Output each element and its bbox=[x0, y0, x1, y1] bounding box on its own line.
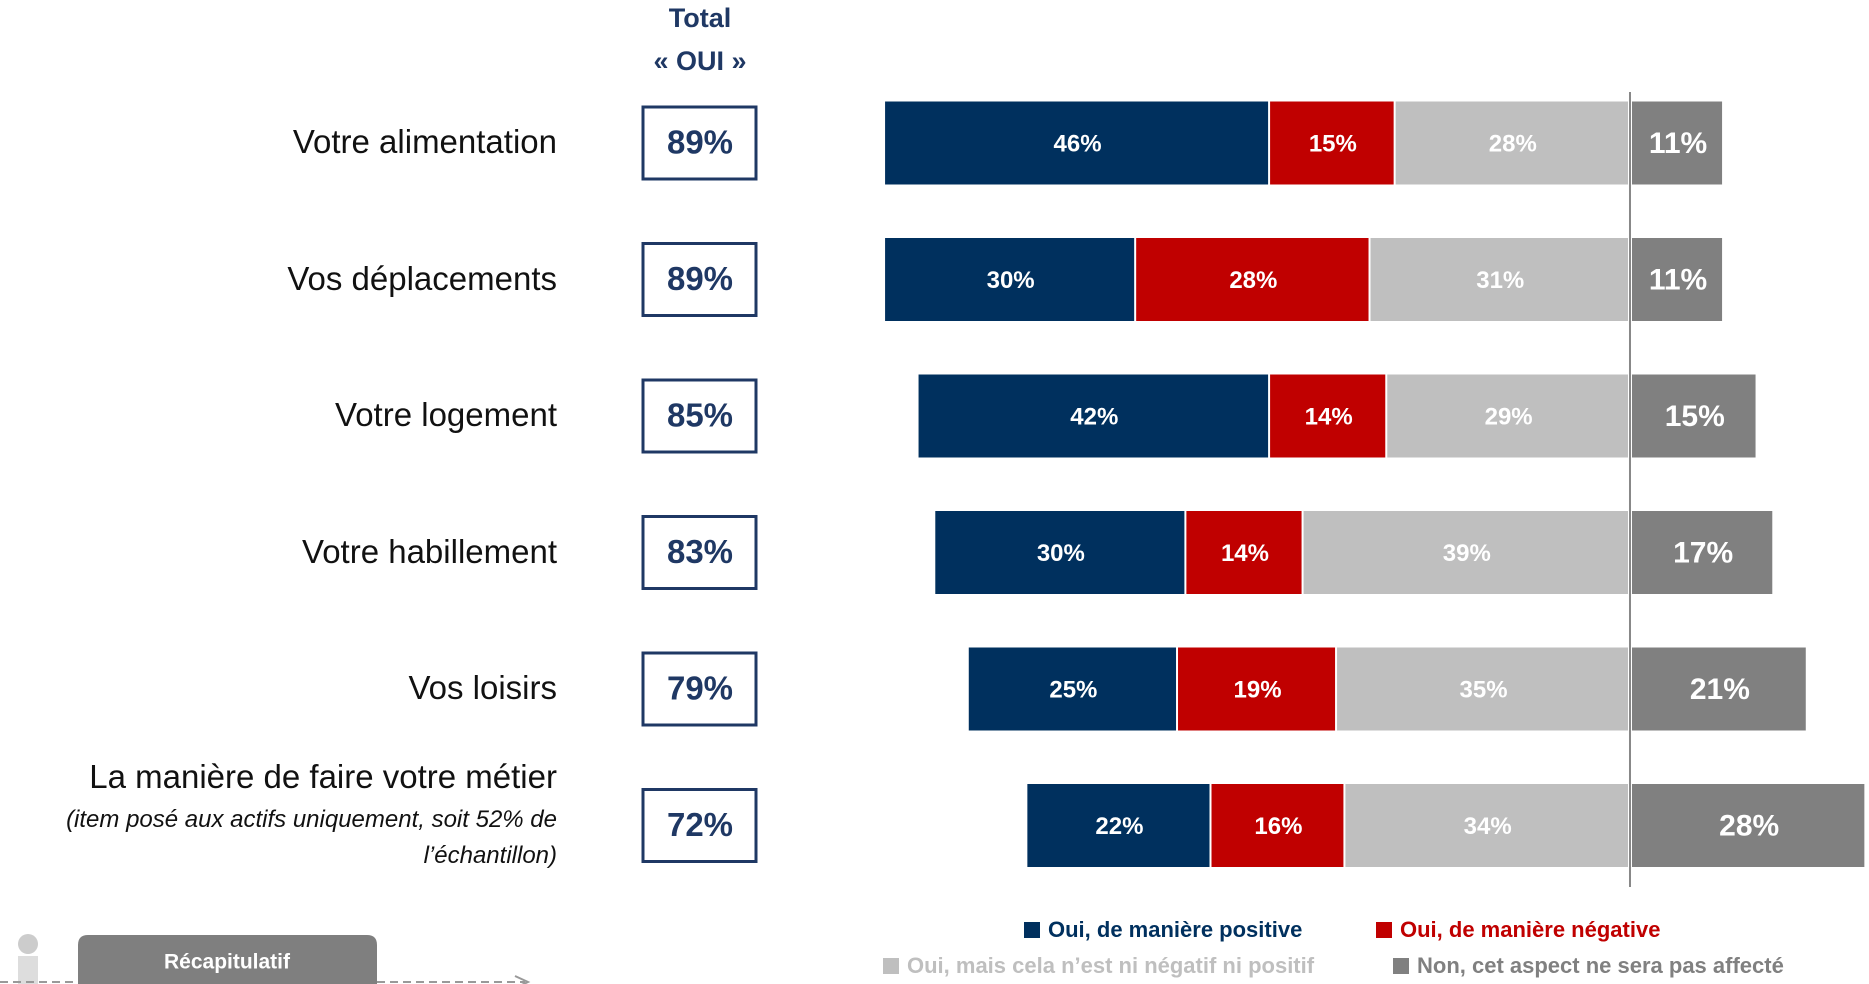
bar-segment bbox=[1303, 511, 1628, 594]
total-label: 89% bbox=[667, 260, 733, 297]
bar-segment bbox=[1345, 784, 1628, 867]
total-box bbox=[641, 651, 758, 727]
category-label: Vos déplacements bbox=[287, 259, 557, 297]
total-box bbox=[641, 242, 758, 317]
total-header: « OUI » bbox=[653, 46, 746, 76]
bar-segment bbox=[1136, 238, 1369, 321]
legend-label: Non, cet aspect ne sera pas affecté bbox=[1417, 953, 1784, 978]
value-label: 11% bbox=[1649, 263, 1707, 296]
button-label[interactable]: Récapitulatif bbox=[164, 951, 291, 974]
value-label: 34% bbox=[1464, 813, 1512, 840]
icon bbox=[18, 934, 38, 954]
legend-swatch bbox=[1393, 958, 1409, 974]
legend-label: Oui, de manière négative bbox=[1400, 917, 1660, 942]
value-label: 29% bbox=[1485, 403, 1533, 430]
bar-segment bbox=[1211, 784, 1344, 867]
category-label: Votre habillement bbox=[302, 532, 557, 570]
bar-segment bbox=[1395, 101, 1628, 185]
value-label: 17% bbox=[1673, 536, 1733, 569]
total-box bbox=[641, 105, 758, 181]
arrow bbox=[514, 975, 531, 984]
bar-segment bbox=[1337, 647, 1628, 731]
bar-segment bbox=[1632, 647, 1806, 731]
bar-segment bbox=[1387, 374, 1628, 458]
value-label: 14% bbox=[1221, 540, 1269, 567]
value-label: 28% bbox=[1489, 130, 1537, 157]
legend-label: Oui, de manière positive bbox=[1048, 917, 1302, 942]
bar-segment bbox=[885, 101, 1269, 185]
value-label: 28% bbox=[1719, 809, 1779, 842]
value-label: 35% bbox=[1460, 676, 1508, 703]
total-label: 89% bbox=[667, 124, 733, 161]
value-label: 28% bbox=[1229, 267, 1277, 294]
value-label: 15% bbox=[1665, 400, 1725, 433]
value-label: 14% bbox=[1305, 403, 1353, 430]
value-label: 11% bbox=[1649, 127, 1707, 160]
bar-segment bbox=[1270, 101, 1394, 185]
category-note: (item posé aux actifs uniquement, soit 5… bbox=[66, 805, 557, 869]
legend-label: Oui, mais cela n’est ni négatif ni posit… bbox=[907, 953, 1315, 978]
bar-segment bbox=[935, 511, 1185, 594]
legend-swatch bbox=[1024, 922, 1040, 938]
value-label: 16% bbox=[1254, 813, 1302, 840]
value-label: 19% bbox=[1234, 676, 1282, 703]
total-header: Total bbox=[669, 3, 732, 33]
total-label: 72% bbox=[667, 806, 733, 843]
total-label: 85% bbox=[667, 397, 733, 434]
value-label: 21% bbox=[1690, 673, 1750, 706]
category-label: Vos loisirs bbox=[408, 669, 557, 706]
button-bg[interactable] bbox=[78, 935, 377, 984]
bar-segment bbox=[1632, 784, 1865, 867]
total-label: 83% bbox=[667, 533, 733, 570]
bar-segment bbox=[1270, 374, 1386, 458]
bar-segment bbox=[1027, 784, 1210, 867]
value-label: 22% bbox=[1095, 813, 1143, 840]
value-label: 30% bbox=[987, 267, 1035, 294]
value-label: 25% bbox=[1049, 676, 1097, 703]
value-label: 46% bbox=[1054, 130, 1102, 157]
icon bbox=[18, 956, 38, 984]
bar-segment bbox=[1370, 238, 1628, 321]
bar-segment bbox=[885, 238, 1135, 321]
value-label: 31% bbox=[1476, 267, 1524, 294]
value-label: 30% bbox=[1037, 540, 1085, 567]
value-label: 42% bbox=[1070, 403, 1118, 430]
bar-segment bbox=[968, 647, 1177, 731]
bar-segment bbox=[1632, 101, 1723, 185]
bar-segment bbox=[1632, 511, 1773, 594]
category-label: Votre alimentation bbox=[292, 123, 557, 160]
bar-segment bbox=[1178, 647, 1336, 731]
button[interactable]: Récapitulatif bbox=[78, 935, 377, 984]
bar-segment bbox=[1186, 511, 1302, 594]
bar-segment bbox=[918, 374, 1269, 458]
bar-segment bbox=[1632, 374, 1756, 458]
legend-swatch bbox=[883, 958, 899, 974]
total-box bbox=[641, 788, 758, 863]
legend-swatch bbox=[1376, 922, 1392, 938]
bar-segment bbox=[1632, 238, 1723, 321]
total-box bbox=[641, 378, 758, 454]
value-label: 39% bbox=[1443, 540, 1491, 567]
total-label: 79% bbox=[667, 670, 733, 707]
category-label: Votre logement bbox=[335, 396, 557, 433]
category-label: La manière de faire votre métier bbox=[89, 757, 557, 795]
value-label: 15% bbox=[1309, 130, 1357, 157]
total-box bbox=[641, 515, 758, 590]
